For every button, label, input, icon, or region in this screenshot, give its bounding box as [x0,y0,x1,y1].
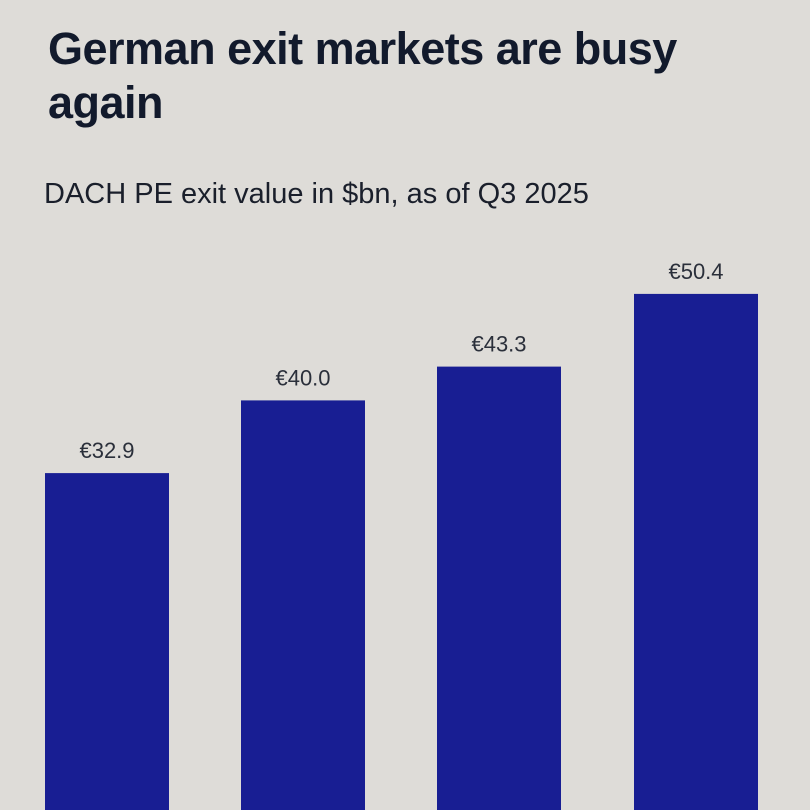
bar-value-label-3: €43.3 [471,332,526,357]
bar-4 [634,293,758,810]
bar-1 [45,473,169,810]
chart-subtitle: DACH PE exit value in $bn, as of Q3 2025 [44,178,589,210]
bar-value-label-1: €32.9 [79,438,134,463]
bar-2 [241,400,365,810]
bar-value-label-4: €50.4 [668,259,723,284]
bar-3 [437,366,561,810]
chart-title: German exit markets are busy again [48,23,677,128]
bar-value-label-2: €40.0 [275,365,330,390]
bars-layer [45,293,758,810]
data-labels-layer: €32.9 €40.0 €43.3 €50.4 [79,259,723,463]
